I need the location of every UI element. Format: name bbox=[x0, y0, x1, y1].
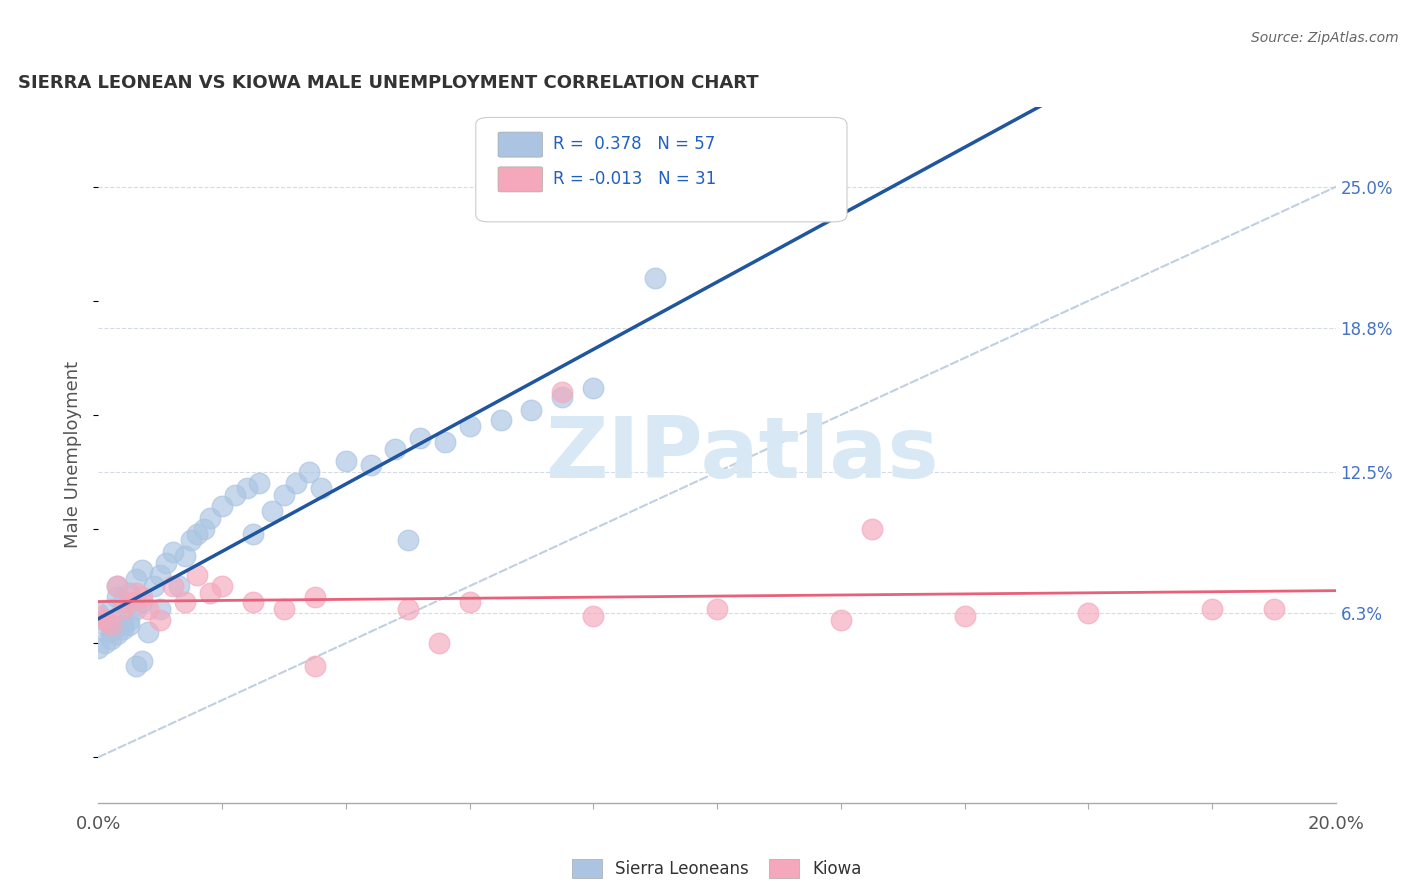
Point bbox=[582, 608, 605, 623]
Point bbox=[131, 591, 153, 605]
Point bbox=[162, 545, 184, 559]
Point bbox=[124, 659, 146, 673]
Point bbox=[149, 567, 172, 582]
Text: ZIPatlas: ZIPatlas bbox=[546, 413, 939, 497]
Point bbox=[309, 481, 332, 495]
Point bbox=[112, 618, 135, 632]
Point bbox=[211, 500, 233, 514]
Point bbox=[458, 419, 481, 434]
FancyBboxPatch shape bbox=[498, 132, 543, 157]
Point bbox=[87, 607, 110, 621]
Point bbox=[93, 618, 115, 632]
Point bbox=[136, 602, 159, 616]
Point bbox=[260, 504, 283, 518]
Point bbox=[93, 613, 115, 627]
Point bbox=[1263, 602, 1285, 616]
FancyBboxPatch shape bbox=[475, 118, 846, 222]
Point bbox=[489, 412, 512, 426]
Point bbox=[105, 579, 128, 593]
Point bbox=[409, 431, 432, 445]
Point bbox=[186, 526, 208, 541]
FancyBboxPatch shape bbox=[498, 167, 543, 192]
Point bbox=[224, 488, 246, 502]
Point bbox=[304, 591, 326, 605]
Legend: Sierra Leoneans, Kiowa: Sierra Leoneans, Kiowa bbox=[565, 853, 869, 885]
Point bbox=[384, 442, 406, 457]
Point bbox=[830, 613, 852, 627]
Point bbox=[155, 556, 177, 570]
Point bbox=[131, 654, 153, 668]
Point bbox=[112, 623, 135, 637]
Point bbox=[335, 453, 357, 467]
Point bbox=[180, 533, 202, 548]
Point bbox=[644, 271, 666, 285]
Point bbox=[458, 595, 481, 609]
Point bbox=[149, 602, 172, 616]
Point bbox=[1077, 607, 1099, 621]
Point bbox=[396, 602, 419, 616]
Point bbox=[396, 533, 419, 548]
Text: R =  0.378   N = 57: R = 0.378 N = 57 bbox=[553, 135, 714, 153]
Point bbox=[211, 579, 233, 593]
Point bbox=[186, 567, 208, 582]
Point bbox=[1201, 602, 1223, 616]
Point bbox=[273, 602, 295, 616]
Point bbox=[520, 403, 543, 417]
Point bbox=[118, 613, 141, 627]
Point bbox=[551, 390, 574, 404]
Point bbox=[198, 586, 221, 600]
Point bbox=[87, 608, 110, 623]
Point bbox=[105, 591, 128, 605]
Point bbox=[198, 510, 221, 524]
Point bbox=[124, 602, 146, 616]
Point bbox=[131, 563, 153, 577]
Point bbox=[953, 608, 976, 623]
Point bbox=[427, 636, 450, 650]
Point bbox=[242, 526, 264, 541]
Point bbox=[118, 618, 141, 632]
Point bbox=[360, 458, 382, 473]
Point bbox=[174, 549, 197, 564]
Point bbox=[551, 385, 574, 400]
Point bbox=[118, 595, 141, 609]
Point bbox=[162, 579, 184, 593]
Point bbox=[860, 522, 883, 536]
Point bbox=[112, 602, 135, 616]
Point bbox=[433, 435, 456, 450]
Point bbox=[236, 481, 259, 495]
Text: R = -0.013   N = 31: R = -0.013 N = 31 bbox=[553, 169, 716, 187]
Text: SIERRA LEONEAN VS KIOWA MALE UNEMPLOYMENT CORRELATION CHART: SIERRA LEONEAN VS KIOWA MALE UNEMPLOYMEN… bbox=[18, 74, 759, 92]
Point bbox=[242, 595, 264, 609]
Point bbox=[100, 618, 122, 632]
Point bbox=[100, 632, 122, 646]
Point bbox=[298, 465, 321, 479]
Point bbox=[247, 476, 270, 491]
Point bbox=[87, 640, 110, 655]
Y-axis label: Male Unemployment: Male Unemployment bbox=[65, 361, 83, 549]
Point bbox=[304, 659, 326, 673]
Point bbox=[100, 602, 122, 616]
Point bbox=[105, 579, 128, 593]
Point bbox=[124, 572, 146, 586]
Point bbox=[706, 602, 728, 616]
Point bbox=[193, 522, 215, 536]
Point bbox=[93, 613, 115, 627]
Point bbox=[167, 579, 190, 593]
Text: Source: ZipAtlas.com: Source: ZipAtlas.com bbox=[1251, 31, 1399, 45]
Point bbox=[149, 613, 172, 627]
Point bbox=[285, 476, 308, 491]
Point bbox=[131, 595, 153, 609]
Point bbox=[93, 636, 115, 650]
Point bbox=[136, 624, 159, 639]
Point bbox=[582, 381, 605, 395]
Point bbox=[105, 627, 128, 641]
Point bbox=[118, 586, 141, 600]
Point bbox=[174, 595, 197, 609]
Point bbox=[143, 579, 166, 593]
Point bbox=[112, 595, 135, 609]
Point bbox=[124, 586, 146, 600]
Point bbox=[100, 624, 122, 639]
Point bbox=[273, 488, 295, 502]
